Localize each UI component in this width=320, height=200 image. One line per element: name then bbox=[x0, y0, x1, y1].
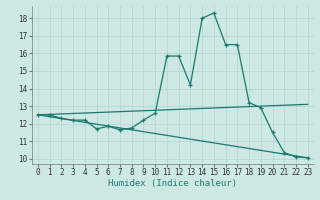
X-axis label: Humidex (Indice chaleur): Humidex (Indice chaleur) bbox=[108, 179, 237, 188]
